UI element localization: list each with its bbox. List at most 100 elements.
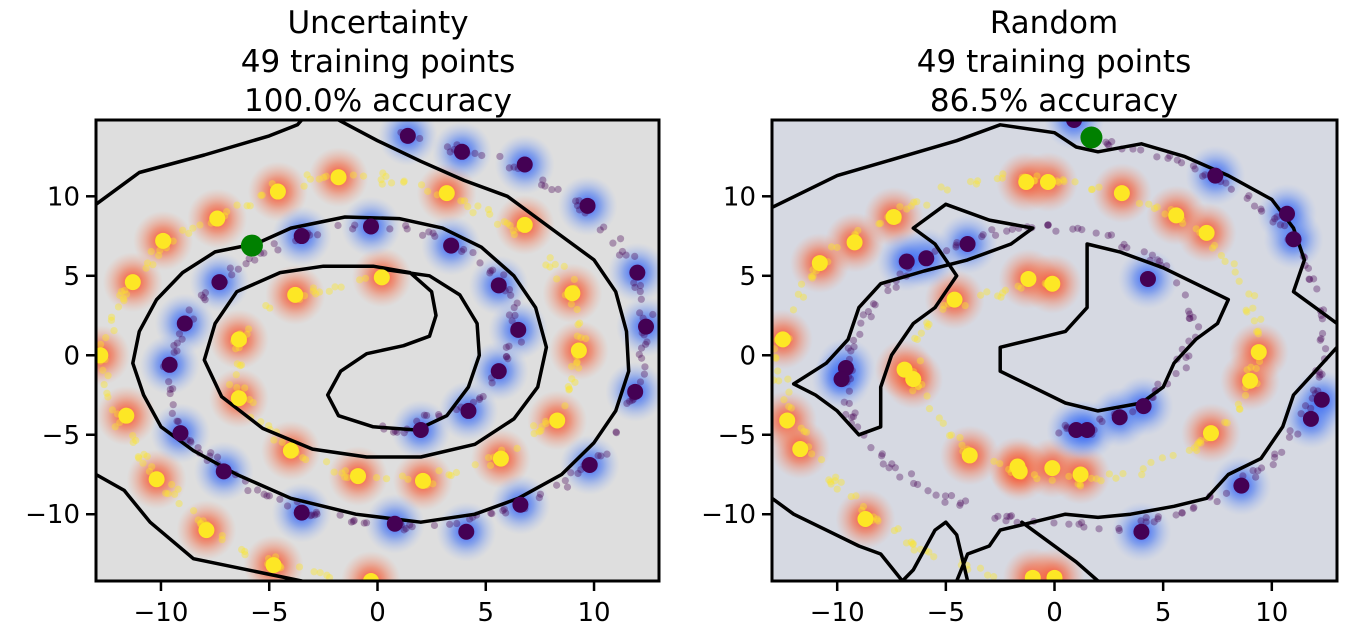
pool-point-class-a — [398, 472, 407, 480]
pool-point-class-b — [871, 301, 879, 309]
pool-point-class-a — [573, 332, 581, 340]
pool-point-class-b — [311, 511, 319, 519]
pool-point-class-b — [635, 350, 643, 359]
pool-point-class-b — [1107, 231, 1116, 239]
pool-point-class-a — [241, 547, 249, 556]
labeled-point-class-a — [96, 347, 109, 364]
pool-point-class-b — [403, 225, 411, 233]
labeled-point-class-b — [512, 496, 529, 513]
pool-point-class-a — [103, 389, 111, 397]
pool-point-class-b — [347, 518, 356, 526]
pool-point-class-b — [848, 413, 856, 421]
pool-point-class-a — [1030, 471, 1039, 479]
pool-point-class-a — [571, 378, 579, 386]
pool-point-class-b — [460, 245, 468, 254]
pool-point-class-a — [1065, 472, 1073, 480]
pool-point-class-a — [567, 362, 576, 371]
pool-point-class-b — [1075, 520, 1083, 528]
pool-point-class-b — [884, 286, 892, 295]
pool-point-class-a — [807, 272, 815, 281]
labeled-point-class-a — [198, 522, 215, 539]
plot-area — [772, 120, 1337, 581]
pool-point-class-a — [300, 182, 308, 190]
labeled-point-class-b — [490, 277, 507, 294]
pool-point-class-b — [947, 492, 956, 500]
pool-point-class-a — [772, 345, 779, 353]
pool-point-class-a — [295, 563, 304, 571]
pool-point-class-a — [565, 386, 573, 394]
pool-point-class-a — [147, 247, 155, 256]
x-tick-label: −10 — [810, 598, 865, 628]
pool-point-class-a — [994, 292, 1002, 300]
pool-point-class-b — [609, 239, 617, 247]
pool-point-class-b — [548, 185, 556, 194]
pool-point-class-a — [325, 573, 334, 581]
pool-point-class-a — [257, 191, 265, 200]
pool-point-class-a — [139, 459, 147, 467]
pool-point-class-b — [596, 226, 604, 234]
pool-point-class-b — [1185, 314, 1193, 322]
pool-point-class-b — [423, 411, 431, 420]
pool-point-class-b — [1249, 466, 1257, 475]
labeled-point-class-b — [1139, 270, 1156, 287]
pool-point-class-a — [956, 434, 964, 442]
pool-point-class-a — [116, 291, 124, 299]
pool-point-class-a — [372, 474, 381, 482]
pool-point-class-b — [1140, 248, 1148, 256]
pool-point-class-b — [1271, 215, 1279, 223]
pool-point-class-a — [787, 404, 795, 412]
pool-point-class-a — [238, 545, 246, 554]
pool-point-class-b — [631, 283, 639, 292]
pool-point-class-b — [1269, 461, 1277, 469]
pool-point-class-a — [854, 226, 862, 235]
pool-point-class-a — [546, 263, 554, 271]
pool-point-class-a — [1095, 183, 1103, 191]
pool-point-class-a — [1059, 176, 1067, 184]
pool-point-class-b — [513, 299, 521, 307]
pool-point-class-a — [1017, 284, 1025, 292]
pool-point-class-a — [894, 525, 902, 533]
labeled-point-class-b — [581, 456, 598, 473]
pool-point-class-b — [1297, 410, 1305, 418]
pool-point-class-a — [573, 305, 581, 314]
pool-point-class-b — [541, 182, 549, 190]
uncertainty-glow-class-a — [341, 551, 401, 581]
pool-point-class-b — [431, 232, 439, 240]
pool-point-class-a — [509, 227, 517, 235]
pool-point-class-b — [1243, 194, 1251, 202]
labeled-point-class-a — [209, 210, 226, 227]
pool-point-class-a — [134, 453, 142, 461]
pool-point-class-a — [1033, 172, 1041, 180]
labeled-point-class-b — [460, 402, 477, 419]
pool-point-class-b — [336, 511, 344, 519]
panel-subtitle-training: 49 training points — [241, 44, 515, 80]
pool-point-class-b — [1318, 370, 1326, 378]
labeled-point-class-b — [1285, 231, 1302, 248]
pool-point-class-a — [424, 187, 432, 195]
labeled-point-class-b — [293, 504, 310, 521]
pool-point-class-a — [503, 219, 511, 227]
pool-point-class-a — [909, 540, 917, 548]
pool-point-class-a — [1060, 177, 1068, 186]
pool-point-class-b — [1201, 171, 1209, 179]
labeled-point-class-b — [510, 321, 527, 338]
pool-point-class-b — [1294, 430, 1302, 438]
pool-point-class-a — [310, 568, 318, 576]
pool-point-class-a — [809, 272, 817, 280]
labeled-point-class-a — [846, 234, 863, 251]
labeled-point-class-b — [215, 463, 232, 480]
pool-point-class-b — [988, 226, 996, 234]
x-tick-label: −5 — [250, 598, 288, 628]
pool-point-class-b — [561, 476, 569, 485]
pool-point-class-b — [1189, 313, 1197, 321]
pool-point-class-a — [404, 475, 412, 483]
pool-point-class-a — [542, 419, 550, 428]
pool-point-class-b — [349, 517, 357, 526]
labeled-point-class-b — [1207, 167, 1224, 184]
panel-subtitle-accuracy: 86.5% accuracy — [930, 83, 1178, 119]
pool-point-class-a — [343, 473, 351, 482]
pool-point-class-a — [140, 450, 148, 458]
pool-point-class-b — [1103, 140, 1112, 148]
pool-point-class-a — [506, 221, 514, 230]
pool-point-class-a — [1257, 315, 1265, 323]
